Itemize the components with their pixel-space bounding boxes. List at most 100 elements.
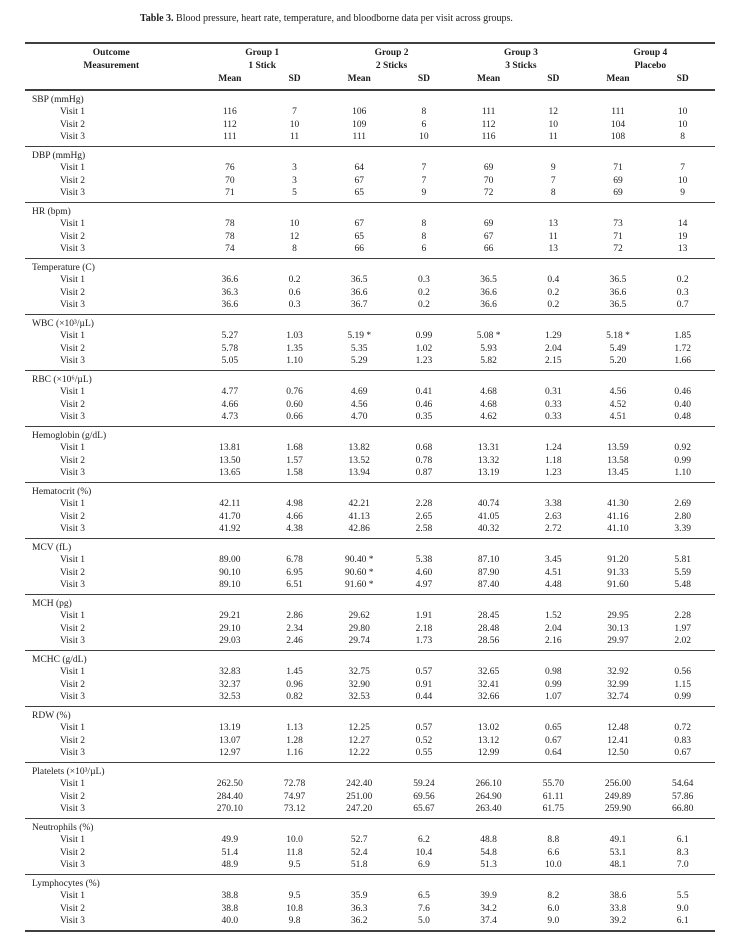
- visit-row: Visit 2 78 12 65 8 67 11 71 19: [25, 231, 715, 244]
- sd-value: 1.73: [415, 636, 433, 646]
- visit-label: Visit 3: [60, 132, 86, 142]
- mean-value: 32.90: [348, 679, 370, 690]
- mean-value: 36.6: [609, 287, 627, 298]
- measurement-label: WBC (×10³/µL): [32, 318, 94, 329]
- sd-value: 8: [421, 231, 427, 242]
- sd-value: 2.46: [286, 636, 303, 646]
- measurement-section: DBP (mmHg) Visit 1 76 3 64 7 69 9 71 7 Visit 2 70 3 6…: [25, 146, 715, 203]
- measurement-section: MCV (fL) Visit 1 89.00 6.78 90.40 * 5.38 87.10…: [25, 538, 715, 595]
- mean-value: 78: [225, 231, 235, 242]
- mean-value: 32.92: [607, 667, 629, 677]
- sd-value: 1.68: [286, 443, 303, 453]
- sd-value: 10.0: [286, 835, 303, 845]
- visit-row: Visit 2 90.10 6.95 90.60 * 4.60 87.90 4.51 91.3…: [25, 567, 715, 580]
- mean-value: 12.27: [348, 735, 370, 746]
- mean-value: 41.92: [219, 524, 241, 534]
- mean-value: 28.48: [477, 623, 500, 634]
- sd-value: 1.10: [674, 468, 691, 478]
- sd-value: 61.11: [542, 791, 564, 802]
- sd-value: 1.23: [544, 468, 562, 478]
- sd-value: 9: [421, 188, 427, 198]
- mean-value: 29.95: [607, 611, 629, 621]
- measurement-section: Hematocrit (%) Visit 1 42.11 4.98 42.21 2.28 4…: [25, 482, 715, 539]
- mean-value: 36.5: [480, 275, 497, 285]
- sd-value: 0.66: [286, 412, 303, 422]
- sd-value: 6.6: [547, 847, 560, 858]
- sd-value: 8.3: [676, 847, 689, 858]
- mean-value: 39.9: [480, 891, 497, 901]
- measurement-label: Temperature (C): [32, 262, 95, 273]
- sd-value: 0.78: [415, 455, 433, 466]
- sd-value: 0.44: [415, 692, 433, 702]
- sd-value: 10.8: [286, 903, 303, 914]
- sd-value: 0.99: [674, 692, 691, 702]
- mean-value: 29.10: [219, 623, 241, 634]
- mean-value: 67: [354, 175, 364, 186]
- measurement-section: MCH (pg) Visit 1 29.21 2.86 29.62 1.91 28.45 1.…: [25, 594, 715, 651]
- visit-label: Visit 2: [60, 399, 86, 410]
- visit-row: Visit 3 111 11 111 10 116 11 108 8: [25, 131, 715, 147]
- sd-value: 54.64: [671, 779, 694, 789]
- visit-row: Visit 1 42.11 4.98 42.21 2.28 40.74 3.38 41.30 2…: [25, 498, 715, 511]
- section-label-row: HR (bpm): [25, 203, 715, 219]
- sd-value: 10: [677, 107, 688, 117]
- visit-row: Visit 3 40.0 9.8 36.2 5.0 37.4 9.0 39.2 6.1: [25, 915, 715, 931]
- sd-value: 65.67: [413, 804, 435, 814]
- measurement-label: MCHC (g/dL): [32, 654, 87, 665]
- mean-value: 87.40: [477, 580, 500, 590]
- mean-value: 13.07: [219, 735, 241, 746]
- mean-value: 87.90: [477, 567, 500, 578]
- mean-value: 32.66: [477, 692, 500, 702]
- visit-label: Visit 2: [60, 511, 86, 522]
- visit-row: Visit 1 13.81 1.68 13.82 0.68 13.31 1.24 13.59 0…: [25, 442, 715, 455]
- mean-value: 13.65: [219, 468, 241, 478]
- mean-value: 29.21: [219, 611, 241, 621]
- visit-row: Visit 1 38.8 9.5 35.9 6.5 39.9 8.2 38.6 5.5: [25, 890, 715, 903]
- sd-value: 1.35: [286, 343, 303, 354]
- mean-value: 87.10: [477, 555, 500, 565]
- visit-label: Visit 3: [60, 804, 86, 814]
- mean-value: 4.52: [609, 399, 627, 410]
- mean-value: 4.68: [480, 387, 497, 397]
- mean-value: 5.82: [480, 356, 497, 366]
- visit-row: Visit 3 270.10 73.12 247.20 65.67 263.40 61.75…: [25, 803, 715, 819]
- mean-value: 111: [352, 132, 366, 142]
- mean-value: 4.77: [221, 387, 239, 397]
- mean-value: 38.8: [221, 903, 239, 914]
- sd-value: 1.18: [544, 455, 562, 466]
- mean-value: 72: [483, 188, 494, 198]
- mean-value: 32.75: [348, 667, 370, 677]
- measurement-section: RBC (×10⁶/µL) Visit 1 4.77 0.76 4.69 0.41 4.68…: [25, 370, 715, 427]
- sd-value: 1.07: [544, 692, 562, 702]
- mean-value: 251.00: [346, 791, 373, 802]
- mean-value: 116: [481, 132, 496, 142]
- sd-value: 1.23: [415, 356, 433, 366]
- mean-value: 51.4: [221, 847, 239, 858]
- mean-value: 32.37: [219, 679, 241, 690]
- sd-value: 7: [421, 163, 427, 173]
- sd-value: 0.6: [288, 287, 301, 298]
- visit-row: Visit 3 36.6 0.3 36.7 0.2 36.6 0.2 36.5 0.7: [25, 299, 715, 315]
- sd-value: 4.97: [415, 580, 433, 590]
- sd-value: 74.97: [283, 791, 306, 802]
- group-treatment-header-1: 1 Stick: [248, 61, 277, 71]
- sd-value: 2.15: [544, 356, 562, 366]
- mean-value: 32.41: [477, 679, 500, 690]
- sd-value: 0.52: [415, 735, 433, 746]
- section-label-row: Hematocrit (%): [25, 483, 715, 499]
- sd-header-group-2: SD: [417, 74, 430, 84]
- mean-value: 13.82: [348, 443, 370, 453]
- mean-value: 39.2: [609, 916, 627, 926]
- mean-value: 13.58: [607, 455, 629, 466]
- sd-value: 0.72: [674, 723, 691, 733]
- mean-value: 5.49: [609, 343, 627, 354]
- mean-value: 109: [352, 119, 367, 130]
- mean-value: 259.90: [604, 804, 632, 814]
- mean-value: 36.3: [221, 287, 239, 298]
- visit-row: Visit 2 51.4 11.8 52.4 10.4 54.8 6.6 53.1 8.3: [25, 847, 715, 860]
- visit-row: Visit 2 70 3 67 7 70 7 69 10: [25, 175, 715, 188]
- mean-value: 41.16: [607, 511, 629, 522]
- mean-value: 36.7: [350, 300, 368, 310]
- mean-value: 48.8: [480, 835, 497, 845]
- sd-value: 0.82: [286, 692, 303, 702]
